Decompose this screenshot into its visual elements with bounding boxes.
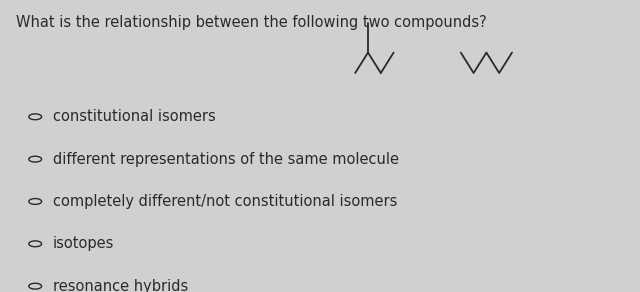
Text: completely different/not constitutional isomers: completely different/not constitutional …	[53, 194, 397, 209]
Text: constitutional isomers: constitutional isomers	[53, 109, 216, 124]
Text: isotopes: isotopes	[53, 236, 115, 251]
Text: resonance hybrids: resonance hybrids	[53, 279, 188, 292]
Text: different representations of the same molecule: different representations of the same mo…	[53, 152, 399, 167]
Text: What is the relationship between the following two compounds?: What is the relationship between the fol…	[16, 15, 487, 29]
